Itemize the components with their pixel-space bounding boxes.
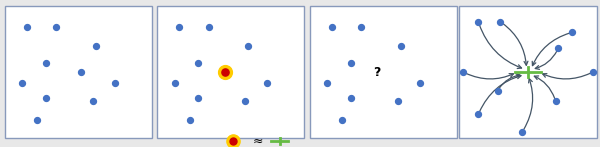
Point [356, 26, 366, 28]
Point [228, 140, 238, 142]
Text: ?: ? [374, 66, 381, 78]
Point [220, 71, 230, 73]
Point [327, 26, 337, 28]
Point [241, 100, 250, 102]
Point [194, 97, 203, 100]
Point [263, 81, 272, 84]
Point [228, 140, 238, 142]
Text: ≈: ≈ [253, 135, 263, 147]
Point [194, 62, 203, 64]
Point [346, 97, 356, 100]
Point [518, 130, 527, 133]
Point [568, 31, 577, 34]
Point [393, 100, 403, 102]
Point [337, 118, 347, 121]
Point [170, 81, 179, 84]
Point [204, 26, 214, 28]
Point [41, 62, 51, 64]
Point [244, 44, 253, 47]
Point [76, 71, 86, 73]
Point [396, 44, 406, 47]
Point [91, 44, 101, 47]
Point [458, 71, 468, 73]
Point [22, 26, 32, 28]
Bar [459, 6, 597, 138]
Point [473, 21, 483, 23]
Point [551, 100, 560, 102]
Point [346, 62, 356, 64]
Point [322, 81, 332, 84]
Point [110, 81, 120, 84]
Point [185, 118, 194, 121]
Bar [310, 6, 457, 138]
Point [17, 81, 27, 84]
Point [88, 100, 98, 102]
Point [473, 113, 483, 116]
Point [493, 89, 502, 92]
Point [554, 47, 563, 49]
Point [415, 81, 425, 84]
Point [588, 71, 598, 73]
Bar [157, 6, 304, 138]
Point [41, 97, 51, 100]
Point [496, 21, 505, 23]
Point [52, 26, 61, 28]
Point [32, 118, 42, 121]
Point [175, 26, 184, 28]
Bar [5, 6, 152, 138]
Point [220, 71, 230, 73]
